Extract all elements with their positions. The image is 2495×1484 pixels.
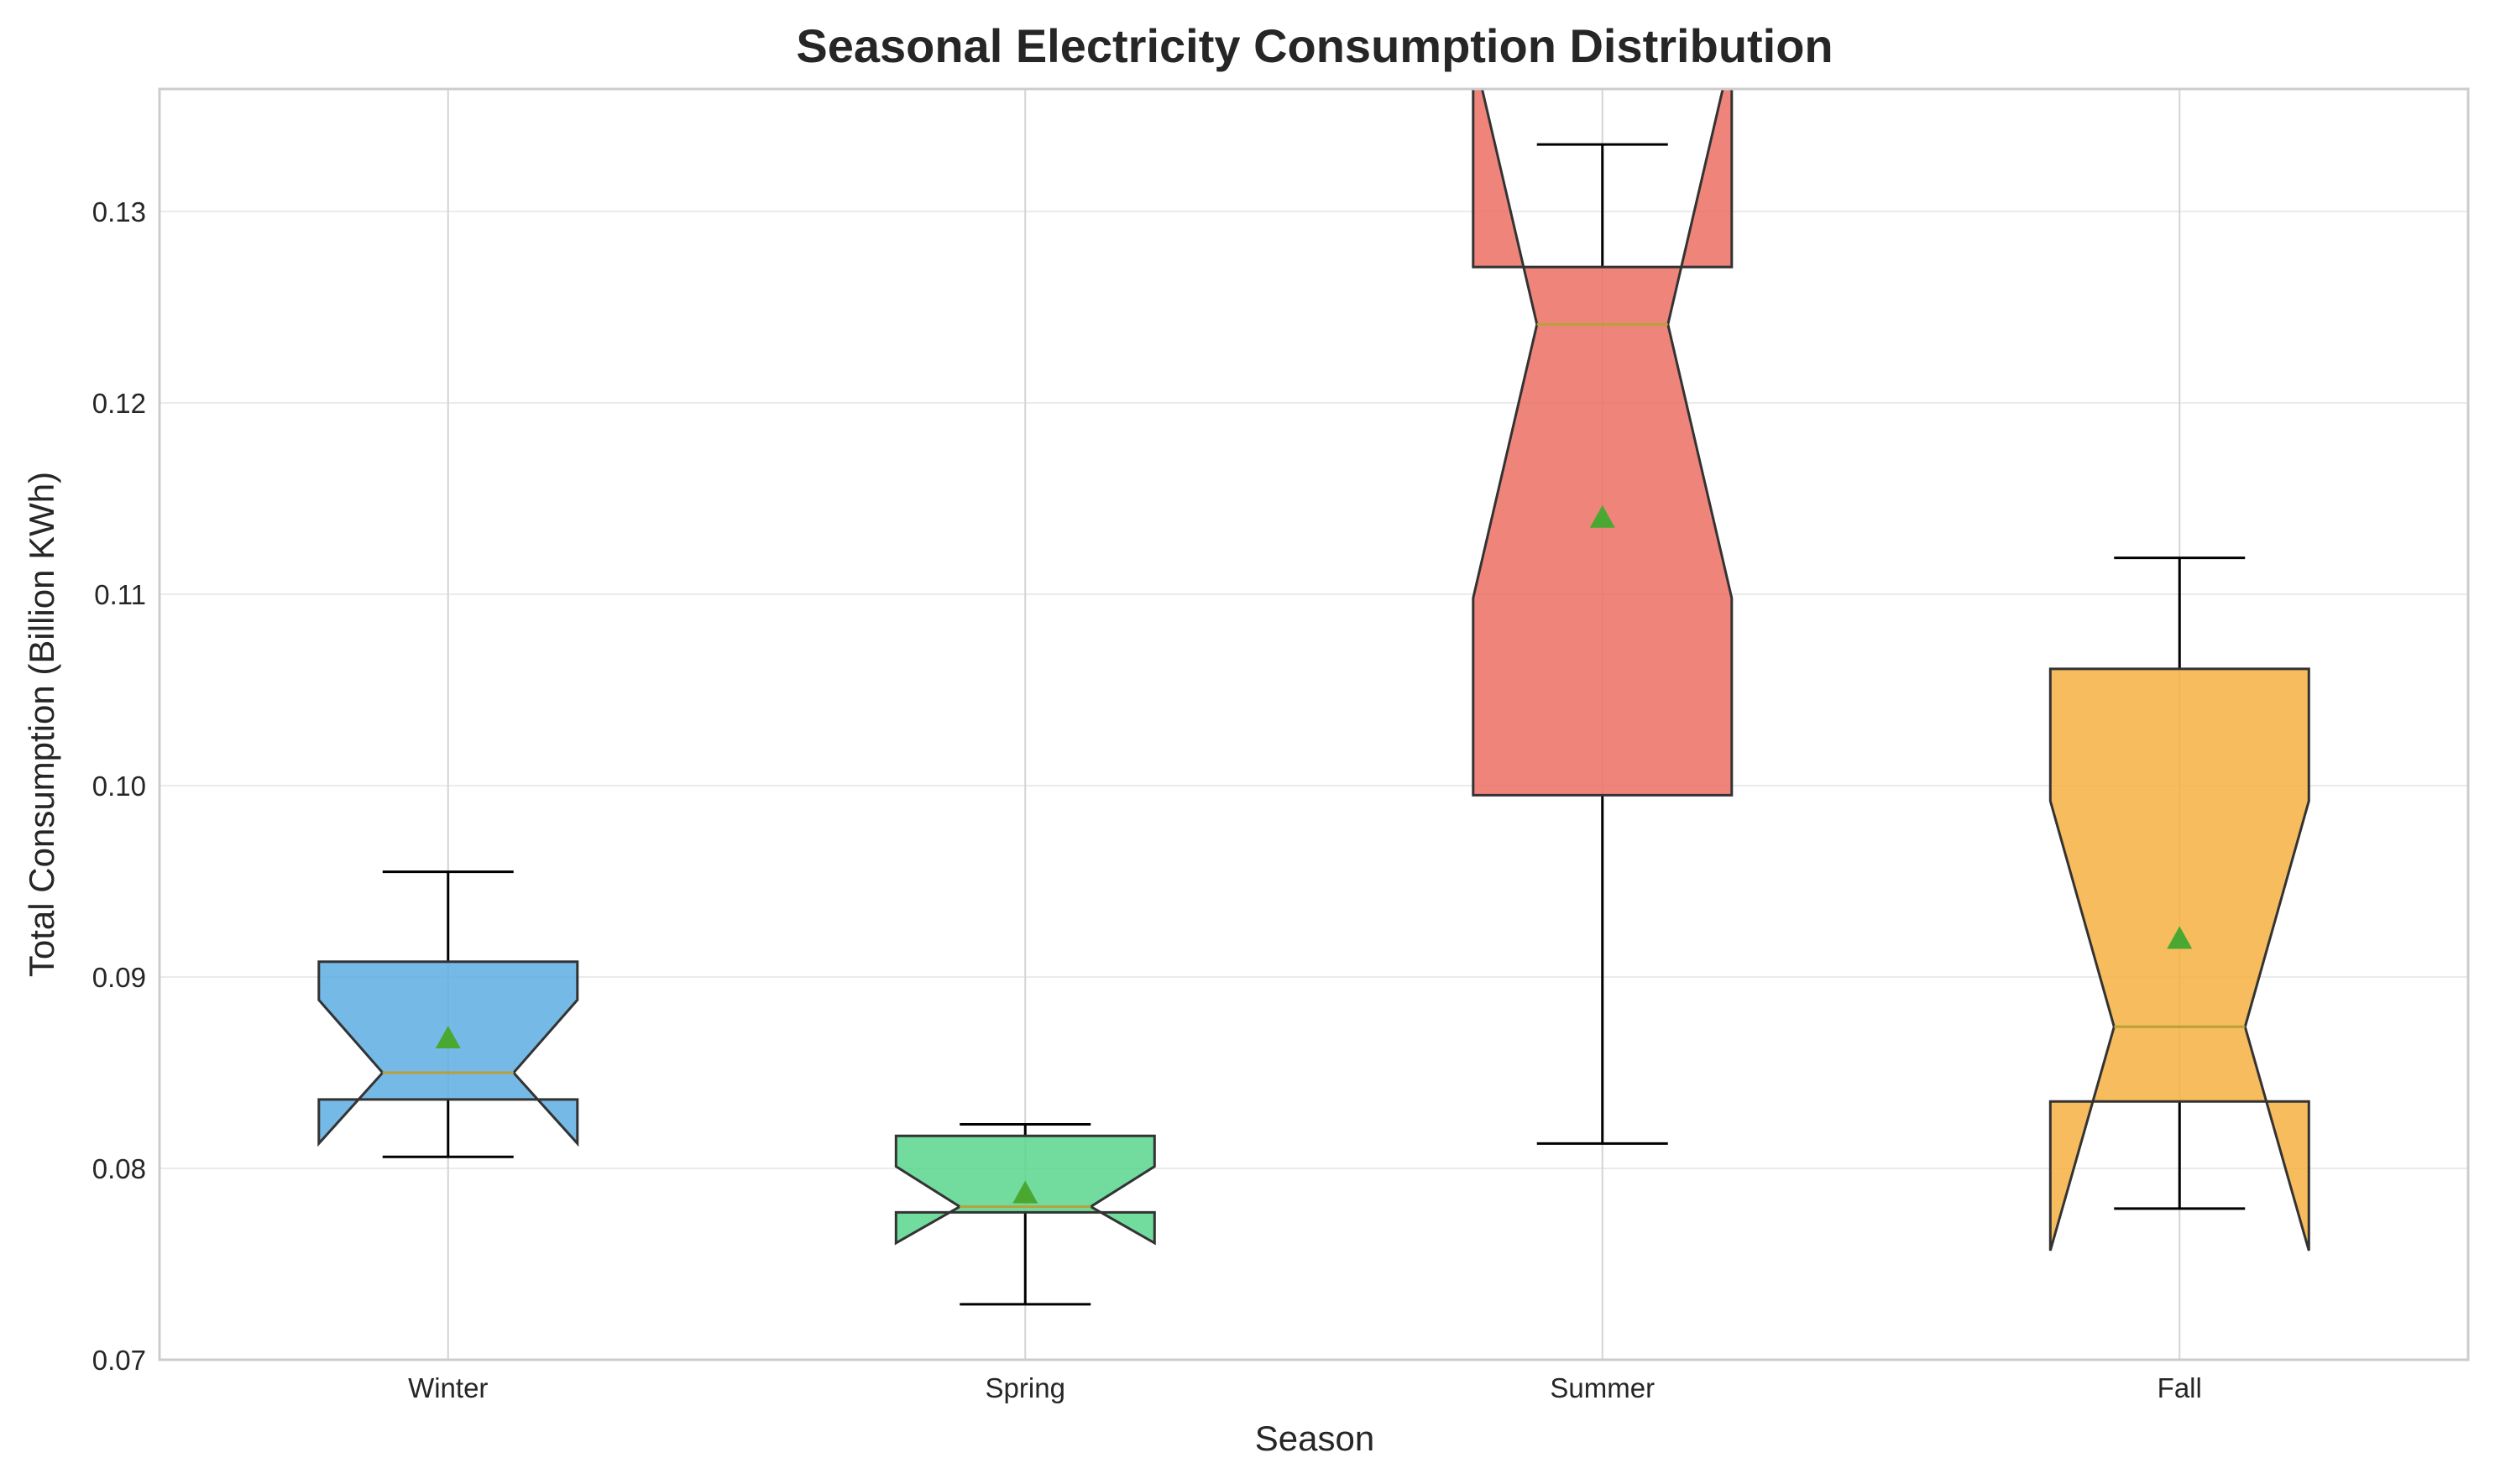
box-body — [1472, 89, 1734, 797]
mean-marker — [2167, 926, 2193, 949]
box-series — [317, 89, 2310, 1306]
x-axis-ticks: Winter Spring Summer Fall — [408, 1372, 2202, 1403]
box-body — [2048, 667, 2310, 1251]
mean-marker — [1012, 1180, 1038, 1204]
box-body — [317, 960, 579, 1147]
x-tick-label: Winter — [408, 1372, 488, 1403]
y-tick-label: 0.11 — [94, 579, 146, 610]
y-tick-label: 0.13 — [92, 196, 146, 227]
box-fall — [2048, 556, 2310, 1251]
y-tick-label: 0.10 — [92, 771, 146, 802]
box-spring — [894, 1123, 1156, 1306]
mean-marker — [1589, 504, 1615, 528]
x-tick-label: Fall — [2158, 1372, 2202, 1403]
box-winter — [317, 870, 579, 1158]
y-axis-ticks: 0.07 0.08 0.09 0.10 0.11 0.12 0.13 — [92, 196, 146, 1376]
plot-frame — [158, 87, 2470, 1361]
y-axis-label: Total Consumption (Billion KWh) — [22, 472, 61, 977]
y-tick-label: 0.08 — [92, 1153, 146, 1184]
y-tick-label: 0.07 — [92, 1345, 146, 1376]
y-tick-label: 0.12 — [92, 388, 146, 419]
x-tick-label: Summer — [1550, 1372, 1655, 1403]
mean-marker — [435, 1025, 461, 1048]
x-axis-label: Season — [1255, 1419, 1374, 1458]
x-tick-label: Spring — [986, 1372, 1065, 1403]
chart-title: Seasonal Electricity Consumption Distrib… — [796, 19, 1833, 72]
box-summer — [1472, 89, 1734, 1145]
y-tick-label: 0.09 — [92, 962, 146, 993]
